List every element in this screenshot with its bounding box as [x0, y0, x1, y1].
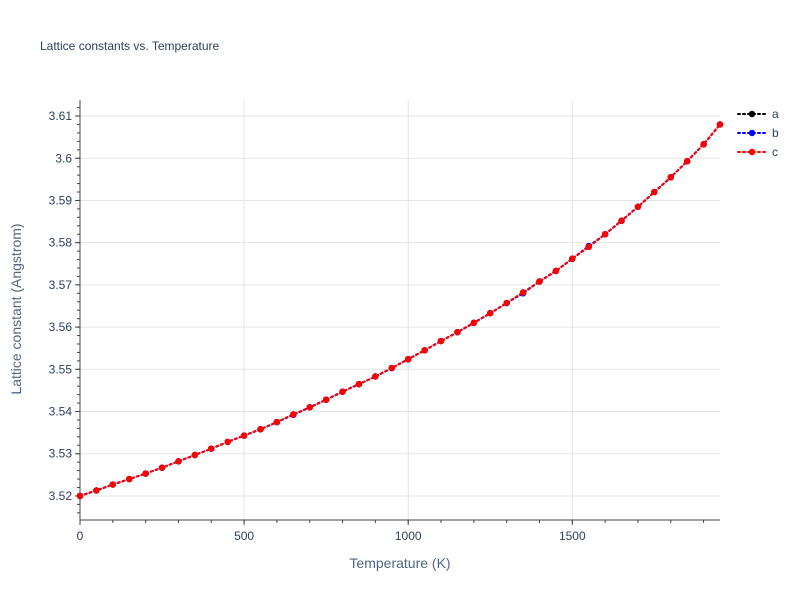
- y-tick-label: 3.55: [49, 362, 73, 376]
- data-point-c: [405, 355, 412, 363]
- data-point-c: [240, 432, 248, 439]
- data-point-c: [519, 289, 527, 296]
- x-tick-label: 1000: [395, 529, 422, 543]
- data-point-c: [536, 278, 543, 285]
- series-layer: [76, 121, 724, 500]
- data-point-c: [683, 158, 691, 165]
- x-tick-label: 0: [77, 529, 84, 543]
- legend-marker-b: [748, 129, 756, 137]
- y-tick-label: 3.53: [49, 447, 73, 461]
- data-point-c: [224, 438, 231, 446]
- data-point-c: [306, 404, 313, 411]
- data-point-c: [667, 174, 674, 181]
- y-tick-label: 3.59: [49, 193, 73, 207]
- data-point-c: [618, 217, 625, 224]
- data-point-c: [716, 121, 724, 128]
- data-point-c: [700, 141, 707, 148]
- data-point-c: [601, 231, 609, 238]
- series-line-c: [79, 123, 721, 497]
- data-point-c: [109, 481, 117, 488]
- legend-marker-a: [748, 110, 756, 118]
- data-point-c: [421, 347, 428, 354]
- y-tick-label: 3.58: [49, 236, 73, 250]
- y-tick-label: 3.57: [49, 278, 73, 292]
- data-point-c: [651, 188, 658, 196]
- y-axis-title: Lattice constant (Angstrom): [8, 223, 24, 394]
- data-point-c: [552, 267, 560, 275]
- data-point-c: [191, 451, 199, 459]
- data-point-c: [569, 255, 576, 262]
- legend-label-a: a: [772, 107, 779, 121]
- data-point-c: [388, 364, 395, 372]
- data-point-c: [158, 464, 166, 471]
- legend-label-b: b: [772, 126, 779, 140]
- y-axis-ticks: 3.52 3.53 3.54 3.55 3.56 3.57 3.58 3.59 3.6 3.61: [49, 107, 80, 514]
- data-point-c: [355, 380, 363, 388]
- legend-item-b[interactable]: b: [737, 126, 779, 140]
- x-tick-label: 1500: [559, 529, 586, 543]
- data-point-c: [290, 411, 297, 418]
- y-tick-label: 3.54: [49, 405, 73, 419]
- y-tick-label: 3.6: [55, 151, 72, 165]
- series-c: [76, 121, 724, 500]
- data-point-c: [634, 203, 642, 210]
- legend-marker-c: [748, 148, 756, 156]
- x-axis-ticks: 0 500 1000 1500: [77, 520, 705, 543]
- legend-label-c: c: [772, 145, 778, 159]
- data-point-c: [322, 396, 330, 403]
- data-point-c: [142, 470, 149, 477]
- data-point-c: [437, 337, 445, 345]
- legend[interactable]: abc: [737, 107, 779, 159]
- legend-item-a[interactable]: a: [737, 107, 779, 121]
- data-point-c: [208, 445, 215, 452]
- data-point-c: [175, 458, 182, 465]
- data-point-c: [76, 492, 84, 500]
- data-point-c: [585, 243, 592, 251]
- legend-item-c[interactable]: c: [737, 145, 778, 159]
- data-point-c: [454, 328, 461, 336]
- x-tick-label: 500: [234, 529, 254, 543]
- data-point-c: [470, 319, 478, 327]
- data-point-c: [273, 418, 281, 426]
- chart-title: Lattice constants vs. Temperature: [40, 39, 220, 53]
- data-point-c: [126, 475, 133, 483]
- data-point-c: [339, 388, 346, 395]
- data-point-c: [257, 426, 264, 433]
- data-point-c: [487, 309, 494, 317]
- data-point-c: [503, 299, 510, 307]
- x-axis-title: Temperature (K): [349, 555, 450, 571]
- y-tick-label: 3.61: [49, 109, 73, 123]
- data-point-c: [93, 487, 100, 494]
- data-point-c: [372, 373, 379, 380]
- y-tick-label: 3.52: [49, 489, 73, 503]
- y-tick-label: 3.56: [49, 320, 73, 334]
- grid-lines: [80, 100, 720, 520]
